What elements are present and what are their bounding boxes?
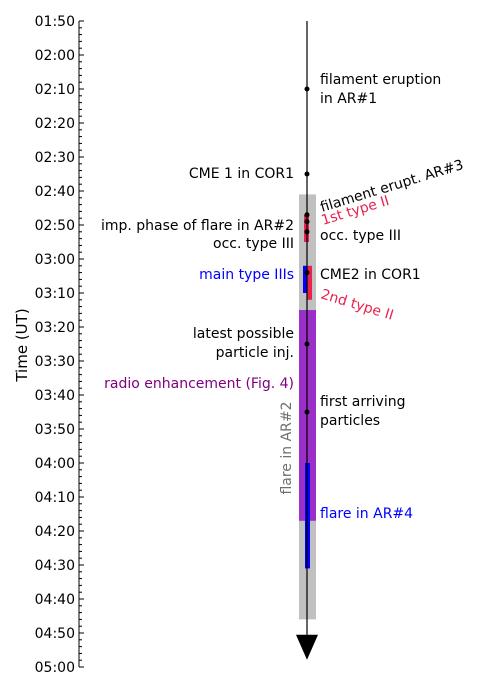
event-dot <box>304 270 310 276</box>
bar-main-type-iii <box>303 265 307 293</box>
label-filament-eruption-2: in AR#1 <box>320 91 377 107</box>
y-tick-label: 02:10 <box>35 82 75 98</box>
y-tick-label: 02:30 <box>35 150 75 166</box>
timeline-arrowhead <box>296 634 318 660</box>
label-flare-ar4: flare in AR#4 <box>320 506 413 522</box>
y-tick-label: 04:00 <box>35 456 75 472</box>
label-latest-inj-2: particle inj. <box>216 345 294 361</box>
y-tick-label: 03:10 <box>35 286 75 302</box>
y-axis-label: Time (UT) <box>13 308 31 382</box>
label-second-type-ii: 2nd type II <box>319 287 396 324</box>
label-radio-enhancement: radio enhancement (Fig. 4) <box>104 376 294 392</box>
event-dot <box>304 219 310 225</box>
event-dot <box>304 171 310 177</box>
y-tick-label: 03:20 <box>35 320 75 336</box>
event-dot <box>304 229 310 235</box>
label-flare-ar2: flare in AR#2 <box>279 401 295 494</box>
event-dot <box>304 341 310 347</box>
y-tick-label: 01:50 <box>35 14 75 30</box>
label-cme1: CME 1 in COR1 <box>189 166 294 182</box>
y-tick-label: 04:20 <box>35 524 75 540</box>
label-imp-phase-1: imp. phase of flare in AR#2 <box>101 218 294 234</box>
bar-second-type-ii <box>307 265 312 300</box>
y-tick-label: 03:30 <box>35 354 75 370</box>
y-tick-label: 02:40 <box>35 184 75 200</box>
y-tick-label: 05:00 <box>35 660 75 676</box>
event-dot <box>304 86 310 92</box>
y-tick-label: 04:40 <box>35 592 75 608</box>
events-layer <box>304 86 310 415</box>
y-tick-label: 02:00 <box>35 48 75 64</box>
y-tick-label: 02:20 <box>35 116 75 132</box>
y-tick-label: 03:00 <box>35 252 75 268</box>
y-axis: 01:50 02:00 02:10 02:20 02:30 02:40 02:50 03:00… <box>35 14 84 676</box>
label-first-particles-1: first arriving <box>320 394 405 410</box>
y-tick-label: 04:10 <box>35 490 75 506</box>
y-tick-label: 03:40 <box>35 388 75 404</box>
y-tick-label: 02:50 <box>35 218 75 234</box>
label-filament-eruption-1: filament eruption <box>320 72 441 88</box>
label-first-particles-2: particles <box>320 413 380 429</box>
label-cme2: CME2 in COR1 <box>320 267 421 283</box>
label-latest-inj-1: latest possible <box>193 326 294 342</box>
label-imp-phase-2: occ. type III <box>213 236 294 252</box>
label-occ-type-iii: occ. type III <box>320 228 401 244</box>
y-tick-label: 04:50 <box>35 626 75 642</box>
y-tick-label: 04:30 <box>35 558 75 574</box>
y-tick-label: 03:50 <box>35 422 75 438</box>
event-dot <box>304 409 310 415</box>
event-dot <box>304 212 310 218</box>
label-main-type-iii: main type IIIs <box>199 267 294 283</box>
